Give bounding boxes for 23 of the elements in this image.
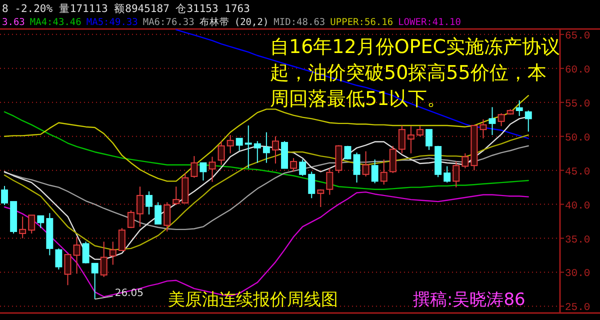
text: 3.63 bbox=[2, 17, 25, 28]
text: MID:48.63 bbox=[274, 17, 326, 28]
y-tick-label: 60.0 bbox=[565, 64, 590, 76]
annotation: 26.05 bbox=[114, 288, 144, 300]
text: (20,2) bbox=[234, 17, 269, 28]
text: MA5:49.33 bbox=[86, 17, 138, 28]
text: MA4:43.46 bbox=[30, 17, 82, 28]
y-tick-label: 50.0 bbox=[565, 132, 590, 144]
y-tick-label: 45.0 bbox=[565, 166, 590, 178]
y-tick-label: 35.0 bbox=[565, 234, 590, 246]
line-series bbox=[4, 145, 529, 230]
annotation: 美原油连续报价周线图 bbox=[168, 290, 338, 310]
annotation: 撰稿:吴晓涛86 bbox=[413, 290, 526, 310]
y-tick-label: 40.0 bbox=[565, 200, 590, 212]
text: MA6:76.33 bbox=[142, 17, 194, 28]
y-tick-label: 55.0 bbox=[565, 98, 590, 110]
text: 8 -2.20% 量171113 额8945187 仓31153 1763 bbox=[2, 2, 250, 16]
y-tick-label: 65.0 bbox=[565, 30, 590, 42]
text: LOWER:41.10 bbox=[398, 17, 461, 28]
y-tick-label: 30.0 bbox=[565, 268, 590, 280]
y-tick-label: 25.0 bbox=[565, 302, 590, 314]
text: 布林带 bbox=[199, 17, 230, 28]
text: UPPER:56.16 bbox=[330, 17, 394, 28]
